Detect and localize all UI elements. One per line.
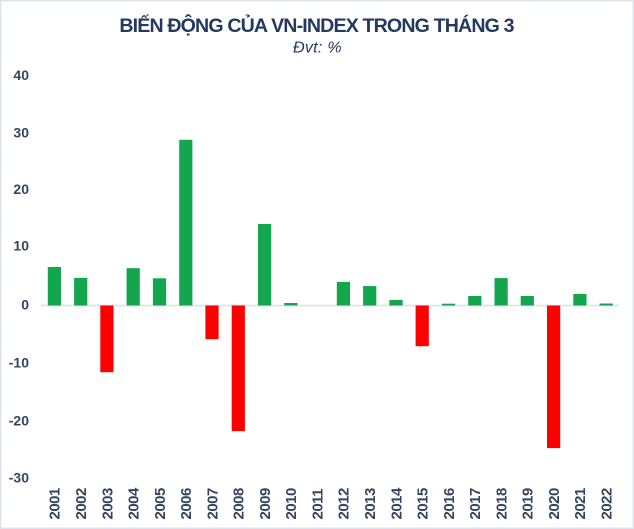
svg-text:2010: 2010 [283,488,300,520]
svg-text:-20: -20 [9,412,29,428]
svg-text:2015: 2015 [415,488,432,520]
svg-text:2007: 2007 [204,488,221,520]
svg-text:20: 20 [13,181,29,197]
svg-text:2001: 2001 [47,488,64,520]
svg-text:Đvt: %: Đvt: % [293,40,342,57]
svg-text:30: 30 [13,125,29,141]
svg-text:2002: 2002 [73,488,90,520]
svg-text:2014: 2014 [388,487,405,520]
svg-text:2013: 2013 [362,488,379,520]
svg-text:2005: 2005 [152,488,169,520]
svg-text:BIẾN ĐỘNG CỦA VN-INDEX TRONG T: BIẾN ĐỘNG CỦA VN-INDEX TRONG THÁNG 3 [119,13,514,37]
svg-text:2004: 2004 [126,487,143,520]
svg-text:-10: -10 [9,355,29,371]
svg-text:2022: 2022 [599,488,616,520]
svg-text:40: 40 [13,67,29,83]
svg-text:2016: 2016 [441,488,458,520]
svg-text:2011: 2011 [310,489,327,520]
svg-text:2017: 2017 [467,488,484,520]
svg-text:-30: -30 [9,469,29,485]
svg-text:2006: 2006 [178,488,195,520]
svg-text:2018: 2018 [493,488,510,520]
svg-text:2008: 2008 [231,488,248,520]
svg-text:2019: 2019 [520,488,537,520]
svg-text:2021: 2021 [572,488,589,520]
svg-text:0: 0 [21,297,29,313]
svg-text:10: 10 [13,238,29,254]
svg-text:2020: 2020 [546,488,563,520]
svg-text:2012: 2012 [336,488,353,520]
svg-text:2003: 2003 [99,488,116,520]
svg-text:2009: 2009 [257,488,274,520]
